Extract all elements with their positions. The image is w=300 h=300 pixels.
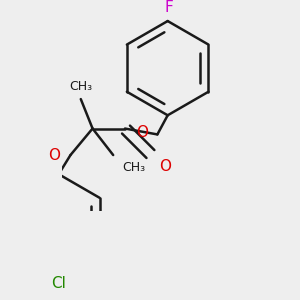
Text: O: O	[136, 125, 148, 140]
Text: CH₃: CH₃	[122, 161, 145, 174]
Text: CH₃: CH₃	[69, 80, 92, 93]
Text: O: O	[48, 148, 60, 163]
Text: O: O	[159, 160, 171, 175]
Text: F: F	[165, 0, 173, 15]
Text: Cl: Cl	[51, 276, 66, 291]
